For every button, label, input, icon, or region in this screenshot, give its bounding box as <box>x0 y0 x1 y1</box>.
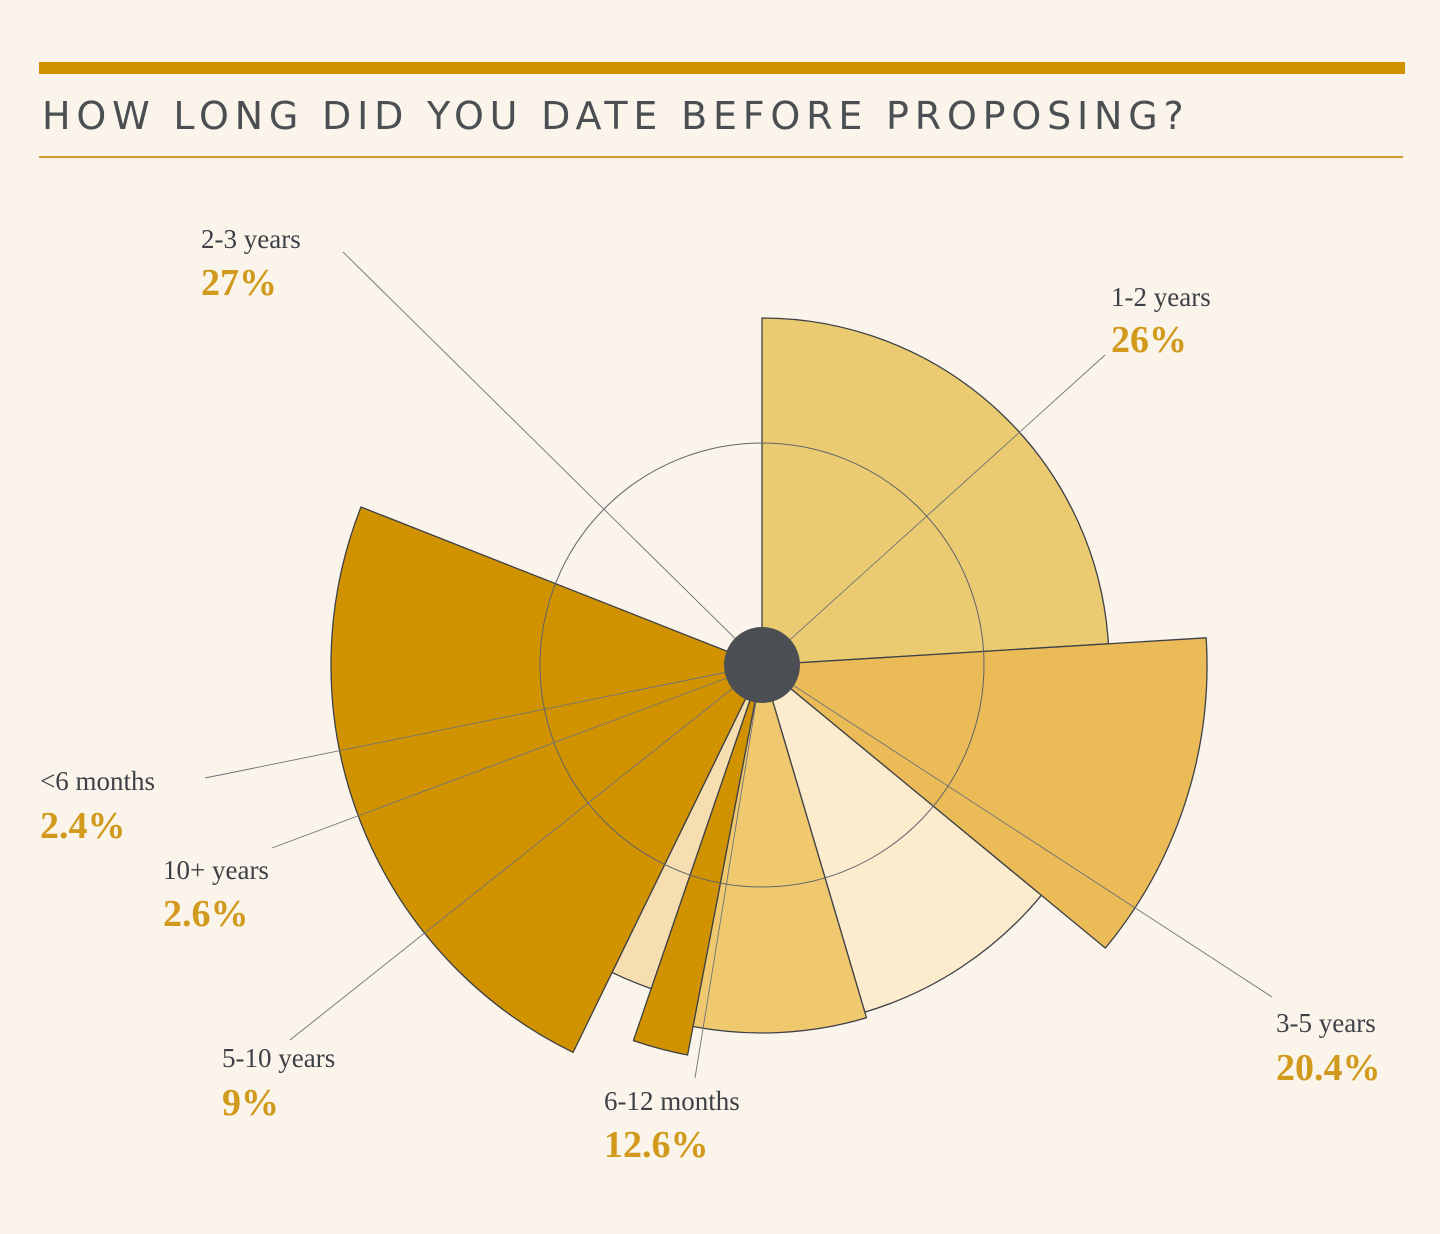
leader-line-10plus-years <box>271 664 763 849</box>
leader-line-3-5-years <box>761 664 1273 998</box>
value-label-3-5-years: 20.4% <box>1276 1047 1381 1089</box>
category-label-10plus-years: 10+ years <box>163 855 269 885</box>
leader-line-2-3-years <box>342 251 763 666</box>
category-label-3-5-years: 3-5 years <box>1276 1008 1376 1038</box>
chart-title: HOW LONG DID YOU DATE BEFORE PROPOSING? <box>42 94 1190 138</box>
value-label-2-3-years: 27% <box>201 262 277 304</box>
slice-1-2-years <box>761 317 1110 666</box>
value-label-1-2-years: 26% <box>1111 319 1187 361</box>
slice-2-3-years <box>330 506 763 1054</box>
category-label-5-10-years: 5-10 years <box>222 1043 335 1073</box>
slice-10plus-years <box>632 664 763 1056</box>
slice-6-12-months <box>761 664 1042 1013</box>
value-label-6-12-months: 12.6% <box>604 1124 709 1166</box>
leader-line-5-10-years <box>289 664 763 1041</box>
category-label-2-3-years: 2-3 years <box>201 224 301 254</box>
title-divider <box>39 156 1403 158</box>
slice-3-5-years <box>761 637 1208 949</box>
reference-ring <box>539 442 985 888</box>
leader-line-1-2-years <box>761 354 1106 666</box>
value-label-10plus-years: 2.6% <box>163 893 249 935</box>
center-dot <box>724 627 800 703</box>
category-label-lt-6-months: <6 months <box>40 766 155 796</box>
category-label-1-2-years: 1-2 years <box>1111 282 1211 312</box>
category-label-6-12-months: 6-12 months <box>604 1086 740 1116</box>
leader-line-6-12-months <box>694 664 763 1079</box>
slice-5-10-years <box>692 664 868 1034</box>
top-accent-bar <box>39 62 1405 74</box>
value-label-lt-6-months: 2.4% <box>40 805 126 847</box>
value-label-5-10-years: 9% <box>222 1082 279 1124</box>
leader-line-lt-6-months <box>204 664 763 779</box>
